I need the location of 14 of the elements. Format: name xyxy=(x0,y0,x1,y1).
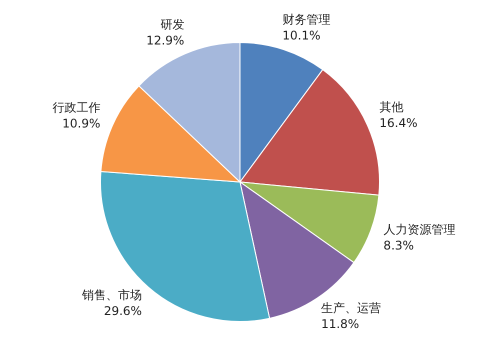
slice-label: 研发 xyxy=(160,18,184,32)
slice-label: 行政工作 xyxy=(52,100,100,115)
data-label: 11.8% xyxy=(321,316,360,331)
slice-label: 人力资源管理 xyxy=(383,222,456,236)
slice-label: 其他 xyxy=(379,100,404,114)
slice-label: 销售、市场 xyxy=(80,288,142,302)
data-label: 29.6% xyxy=(104,304,142,318)
data-label: 8.3% xyxy=(383,238,414,252)
data-label: 12.9% xyxy=(146,34,184,48)
data-label: 16.4% xyxy=(379,116,418,130)
slice-label: 生产、运营 xyxy=(321,300,382,315)
data-label: 10.1% xyxy=(282,28,321,43)
slice-label: 财务管理 xyxy=(282,12,330,27)
data-label: 10.9% xyxy=(62,116,100,131)
